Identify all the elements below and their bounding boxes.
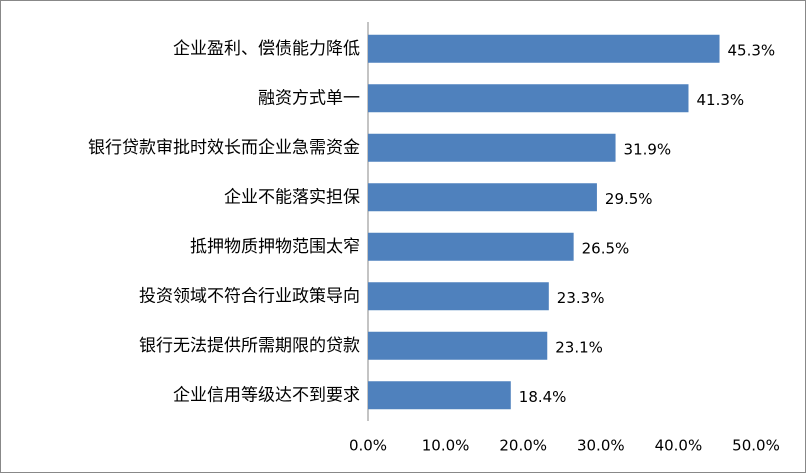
bar — [368, 183, 597, 212]
bar — [368, 331, 548, 360]
value-label: 18.4% — [519, 388, 567, 406]
y-tick-label: 银行无法提供所需期限的贷款 — [139, 336, 360, 356]
value-label: 31.9% — [624, 140, 672, 158]
y-tick-label: 投资领域不符合行业政策导向 — [139, 286, 360, 306]
bar — [368, 84, 689, 113]
bar — [368, 381, 511, 410]
y-tick-label: 抵押物质押物范围太窄 — [190, 237, 360, 257]
y-tick-label: 银行贷款审批时效长而企业急需资金 — [88, 138, 360, 158]
bar — [368, 133, 616, 162]
x-tick-label: 40.0% — [655, 437, 703, 455]
y-tick-label: 企业信用等级达不到要求 — [173, 385, 360, 405]
value-label: 23.1% — [555, 338, 603, 356]
x-tick-label: 30.0% — [577, 437, 625, 455]
value-label: 29.5% — [605, 190, 653, 208]
x-tick-label: 0.0% — [349, 437, 387, 455]
y-tick-label: 企业盈利、偿债能力降低 — [173, 39, 360, 59]
value-label: 26.5% — [582, 239, 630, 257]
value-label: 41.3% — [696, 91, 744, 109]
value-label: 45.3% — [728, 41, 776, 59]
bar — [368, 282, 549, 311]
bar — [368, 232, 574, 261]
bar — [368, 34, 720, 63]
value-label: 23.3% — [557, 289, 605, 307]
y-tick-label: 企业不能落实担保 — [224, 187, 360, 207]
x-tick-label: 50.0% — [732, 437, 780, 455]
y-tick-label: 融资方式单一 — [258, 88, 360, 108]
x-tick-label: 10.0% — [422, 437, 470, 455]
x-tick-label: 20.0% — [499, 437, 547, 455]
